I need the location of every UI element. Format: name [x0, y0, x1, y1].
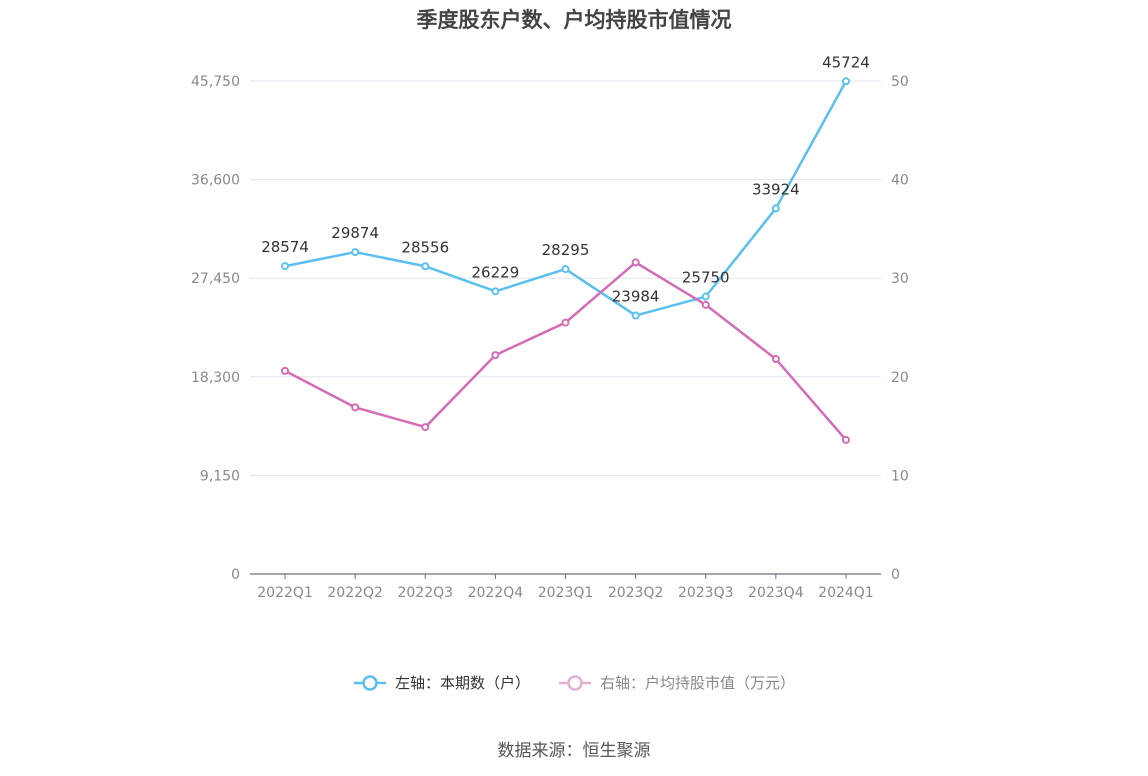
left-axis-tick-label: 27,450	[191, 271, 240, 287]
data-point-right	[771, 355, 780, 364]
x-axis-tick-label: 2023Q3	[678, 585, 734, 601]
x-axis-tick-label: 2024Q1	[818, 585, 874, 601]
chart-title: 季度股东户数、户均持股市值情况	[416, 8, 732, 32]
data-label: 45724	[822, 53, 870, 71]
series-line-right	[284, 261, 847, 441]
right-axis-tick-label: 40	[891, 173, 909, 189]
data-point-right	[281, 366, 290, 375]
left-axis-tick-label: 18,300	[191, 370, 240, 386]
data-label: 33924	[752, 180, 800, 198]
left-axis-tick-label: 45,750	[191, 74, 240, 90]
legend-item-left[interactable]: 左轴：本期数（户）	[353, 672, 530, 693]
legend-item-right[interactable]: 右轴：户均持股市值（万元）	[558, 672, 795, 693]
data-label: 25750	[682, 269, 730, 287]
right-axis-tick-label: 30	[891, 271, 909, 287]
left-axis-tick-label: 9,150	[200, 468, 240, 484]
legend-marker-right-icon	[559, 674, 591, 691]
data-point-left	[421, 262, 430, 271]
data-point-left	[841, 77, 850, 86]
x-axis-tick-label: 2023Q2	[608, 585, 664, 601]
data-point-left	[491, 287, 500, 296]
data-point-right	[841, 435, 850, 444]
data-point-left	[281, 262, 290, 271]
x-axis-tick-label: 2023Q1	[538, 585, 594, 601]
data-point-right	[701, 300, 710, 309]
series-lines	[281, 77, 850, 444]
legend-label-right: 右轴：户均持股市值（万元）	[600, 674, 796, 692]
right-axis-tick-label: 0	[891, 567, 900, 583]
x-axis-tick-label: 2023Q4	[748, 585, 804, 601]
data-label: 28295	[542, 241, 590, 259]
left-axis-tick-label: 36,600	[191, 173, 240, 189]
axes: 0 0 9,150 10 18,300 20 27,450 30 36,600 40 45,750 5…	[191, 74, 909, 601]
legend: 左轴：本期数（户） 右轴：户均持股市值（万元）	[0, 672, 1148, 693]
x-axis-tick-label: 2022Q1	[257, 585, 313, 601]
data-point-left	[351, 248, 360, 257]
data-point-right	[631, 258, 640, 267]
right-axis-tick-label: 50	[891, 74, 909, 90]
data-point-left	[561, 265, 570, 274]
data-labels: 28574 29874 28556 26229 28295 23984 25750 33924…	[261, 53, 870, 305]
legend-label-left: 左轴：本期数（户）	[394, 674, 530, 692]
data-label: 23984	[612, 288, 660, 306]
data-point-left	[771, 204, 780, 213]
data-point-right	[561, 318, 570, 327]
legend-marker-left-icon	[353, 674, 386, 691]
data-point-right	[491, 351, 500, 360]
data-label: 26229	[472, 263, 520, 281]
data-point-left	[701, 292, 710, 301]
right-axis-tick-label: 10	[891, 468, 909, 484]
x-axis-tick-label: 2022Q2	[327, 585, 383, 601]
data-label: 29874	[331, 224, 379, 242]
data-label: 28556	[401, 238, 449, 256]
grid-lines	[250, 80, 881, 476]
right-axis-tick-label: 20	[891, 370, 909, 386]
x-axis-tick-label: 2022Q4	[468, 585, 524, 601]
x-axis-tick-label: 2022Q3	[397, 585, 453, 601]
data-label: 28574	[261, 238, 309, 256]
data-point-right	[421, 423, 430, 432]
left-axis-tick-label: 0	[231, 567, 240, 583]
data-source-note: 数据来源：恒生聚源	[497, 741, 651, 761]
data-point-right	[351, 403, 360, 412]
data-point-left	[631, 311, 640, 320]
